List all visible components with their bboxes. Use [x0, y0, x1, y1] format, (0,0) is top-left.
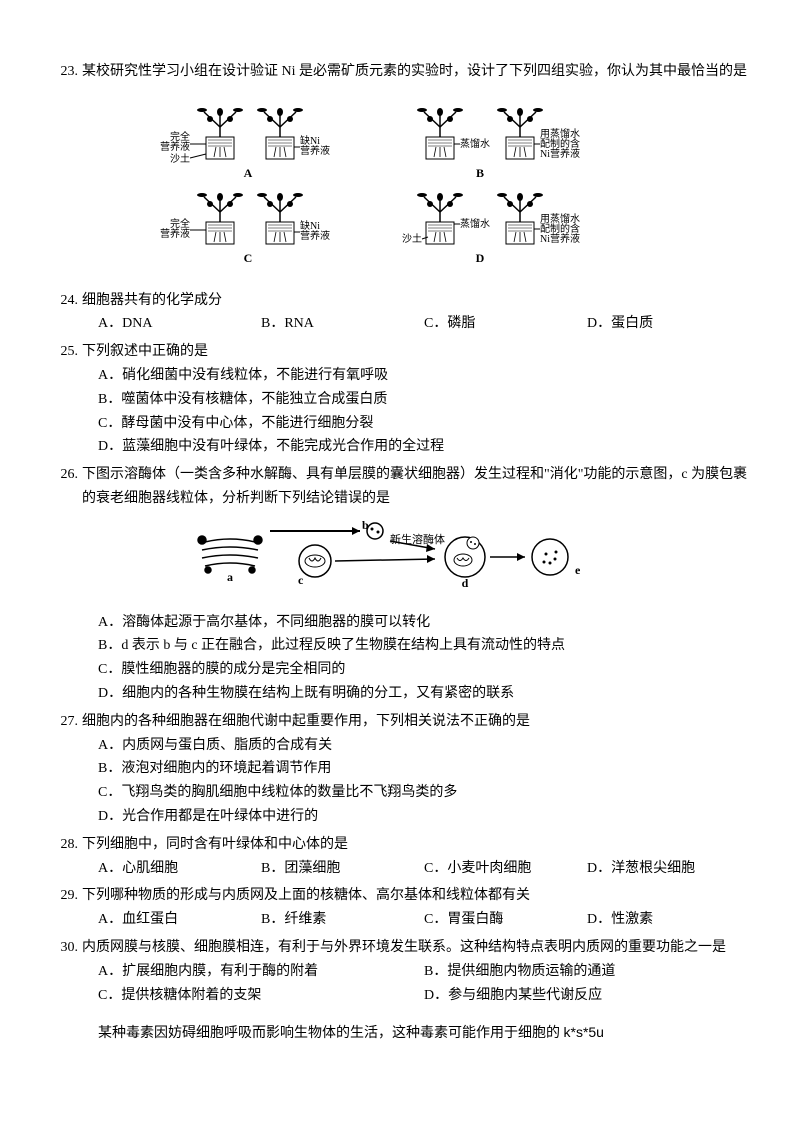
q28-opt-b: B．团藻细胞: [261, 857, 424, 881]
q27-text: 细胞内的各种细胞器在细胞代谢中起重要作用，下列相关说法不正确的是: [82, 710, 750, 734]
q30-opt-b: B．提供细胞内物质运输的通道: [424, 960, 750, 984]
svg-text:b: b: [362, 519, 369, 532]
question-27: 27. 细胞内的各种细胞器在细胞代谢中起重要作用，下列相关说法不正确的是 A．内…: [50, 710, 750, 829]
q28-opt-a: A．心肌细胞: [98, 857, 261, 881]
question-26: 26. 下图示溶酶体（一类含多种水解酶、具有单层膜的囊状细胞器）发生过程和"消化…: [50, 463, 750, 706]
q24-num: 24.: [50, 289, 82, 313]
q29-num: 29.: [50, 884, 82, 908]
svg-text:Ni营养液: Ni营养液: [540, 232, 580, 245]
q23-num: 23.: [50, 60, 82, 84]
q24-text: 细胞器共有的化学成分: [82, 289, 750, 313]
svg-text:营养液: 营养液: [300, 229, 330, 242]
q24-opt-a: A．DNA: [98, 312, 261, 336]
q25-opt-b: B．噬菌体中没有核糖体，不能独立合成蛋白质: [98, 388, 750, 412]
svg-text:a: a: [227, 570, 233, 584]
q26-num: 26.: [50, 463, 82, 511]
question-24: 24. 细胞器共有的化学成分 A．DNA B．RNA C．磷脂 D．蛋白质: [50, 289, 750, 337]
q30-text: 内质网膜与核膜、细胞膜相连，有利于与外界环境发生联系。这种结构特点表明内质网的重…: [82, 936, 750, 960]
q25-opt-c: C．酵母菌中没有中心体，不能进行细胞分裂: [98, 412, 750, 436]
question-28: 28. 下列细胞中，同时含有叶绿体和中心体的是 A．心肌细胞 B．团藻细胞 C．…: [50, 833, 750, 881]
q27-num: 27.: [50, 710, 82, 734]
svg-text:d: d: [462, 576, 469, 590]
svg-text:营养液: 营养液: [160, 140, 190, 153]
svg-text:B: B: [476, 166, 484, 180]
q25-num: 25.: [50, 340, 82, 364]
q30-opt-d: D．参与细胞内某些代谢反应: [424, 984, 750, 1008]
q29-opt-c: C．胃蛋白酶: [424, 908, 587, 932]
svg-text:营养液: 营养液: [160, 227, 190, 240]
q29-opt-d: D．性激素: [587, 908, 750, 932]
svg-text:沙土: 沙土: [170, 152, 190, 165]
svg-text:营养液: 营养液: [300, 144, 330, 157]
question-30: 30. 内质网膜与核膜、细胞膜相连，有利于与外界环境发生联系。这种结构特点表明内…: [50, 936, 750, 1007]
q27-opt-c: C．飞翔鸟类的胸肌细胞中线粒体的数量比不飞翔鸟类的多: [98, 781, 750, 805]
svg-text:蒸馏水: 蒸馏水: [460, 137, 490, 150]
q29-text: 下列哪种物质的形成与内质网及上面的核糖体、高尔基体和线粒体都有关: [82, 884, 750, 908]
q27-opt-a: A．内质网与蛋白质、脂质的合成有关: [98, 734, 750, 758]
svg-text:C: C: [244, 251, 253, 265]
q30-num: 30.: [50, 936, 82, 960]
q24-opt-b: B．RNA: [261, 312, 424, 336]
svg-text:蒸馏水: 蒸馏水: [460, 217, 490, 230]
question-25: 25. 下列叙述中正确的是 A．硝化细菌中没有线粒体，不能进行有氧呼吸 B．噬菌…: [50, 340, 750, 459]
q28-text: 下列细胞中，同时含有叶绿体和中心体的是: [82, 833, 750, 857]
trailer-text: 某种毒素因妨碍细胞呼吸而影响生物体的生活，这种毒素可能作用于细胞的 k*s*5u: [50, 1021, 750, 1046]
q23-figure: 完全 营养液 沙土 缺Ni 营养液 A 蒸馏水 用蒸馏水 配制的含 Ni营养液 …: [50, 92, 750, 281]
svg-text:新生溶酶体: 新生溶酶体: [390, 532, 445, 546]
q28-opt-d: D．洋葱根尖细胞: [587, 857, 750, 881]
svg-text:e: e: [575, 563, 581, 577]
q26-text: 下图示溶酶体（一类含多种水解酶、具有单层膜的囊状细胞器）发生过程和"消化"功能的…: [82, 463, 750, 511]
q28-num: 28.: [50, 833, 82, 857]
question-23: 23. 某校研究性学习小组在设计验证 Ni 是必需矿质元素的实验时，设计了下列四…: [50, 60, 750, 281]
q24-opt-c: C．磷脂: [424, 312, 587, 336]
q26-opt-a: A．溶酶体起源于高尔基体，不同细胞器的膜可以转化: [98, 611, 750, 635]
svg-text:Ni营养液: Ni营养液: [540, 147, 580, 160]
q27-opt-d: D．光合作用都是在叶绿体中进行的: [98, 805, 750, 829]
svg-text:沙土: 沙土: [402, 232, 422, 245]
q30-opt-c: C．提供核糖体附着的支架: [98, 984, 424, 1008]
svg-text:D: D: [476, 251, 485, 265]
q26-figure: a b 新生溶酶体 c: [50, 519, 750, 603]
question-29: 29. 下列哪种物质的形成与内质网及上面的核糖体、高尔基体和线粒体都有关 A．血…: [50, 884, 750, 932]
q28-opt-c: C．小麦叶肉细胞: [424, 857, 587, 881]
q29-opt-b: B．纤维素: [261, 908, 424, 932]
q25-opt-d: D．蓝藻细胞中没有叶绿体，不能完成光合作用的全过程: [98, 435, 750, 459]
svg-text:A: A: [244, 166, 253, 180]
q29-opt-a: A．血红蛋白: [98, 908, 261, 932]
q26-opt-d: D．细胞内的各种生物膜在结构上既有明确的分工，又有紧密的联系: [98, 682, 750, 706]
q24-opt-d: D．蛋白质: [587, 312, 750, 336]
q26-opt-b: B．d 表示 b 与 c 正在融合，此过程反映了生物膜在结构上具有流动性的特点: [98, 634, 750, 658]
svg-text:c: c: [298, 573, 304, 587]
q26-opt-c: C．膜性细胞器的膜的成分是完全相同的: [98, 658, 750, 682]
q27-opt-b: B．液泡对细胞内的环境起着调节作用: [98, 757, 750, 781]
q23-text: 某校研究性学习小组在设计验证 Ni 是必需矿质元素的实验时，设计了下列四组实验，…: [82, 60, 750, 84]
q25-text: 下列叙述中正确的是: [82, 340, 750, 364]
q30-opt-a: A．扩展细胞内膜，有利于酶的附着: [98, 960, 424, 984]
q25-opt-a: A．硝化细菌中没有线粒体，不能进行有氧呼吸: [98, 364, 750, 388]
